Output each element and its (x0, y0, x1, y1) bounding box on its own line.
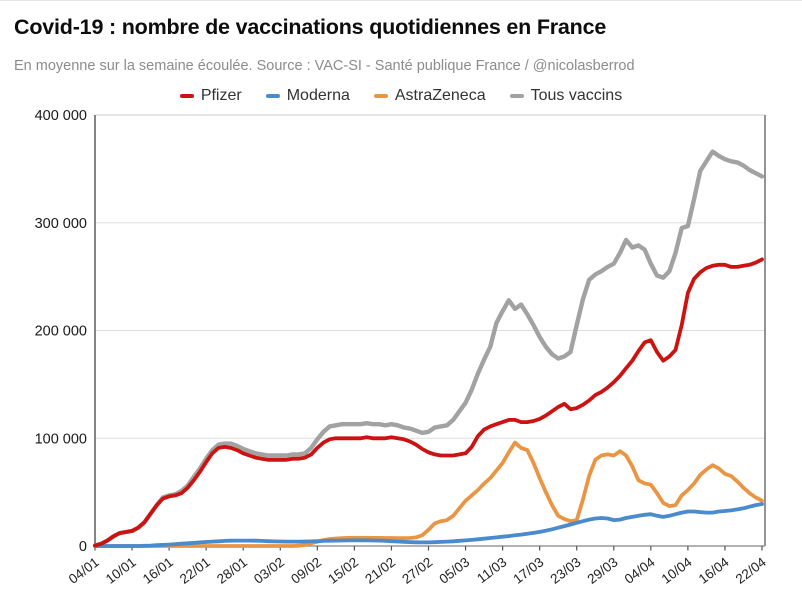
x-tick-label-2: 16/01 (140, 554, 176, 586)
x-tick-label-17: 16/04 (696, 554, 732, 587)
x-tick-label-0: 04/01 (66, 554, 102, 586)
x-tick-label-16: 10/04 (659, 554, 695, 587)
y-tick-label-4: 400 000 (35, 108, 87, 124)
x-tick-label-10: 05/03 (436, 554, 472, 586)
legend-item-tous-vaccins: Tous vaccins (509, 87, 623, 105)
chart-legend: Pfizer Moderna AstraZeneca Tous vaccins (0, 87, 802, 105)
series-line-astrazeneca (93, 440, 764, 548)
legend-item-astrazeneca: AstraZeneca (373, 87, 486, 105)
y-tick-label-1: 100 000 (35, 431, 87, 447)
page-subtitle: En moyenne sur la semaine écoulée. Sourc… (14, 58, 635, 74)
x-tick-label-6: 09/02 (288, 554, 324, 586)
x-tick-label-4: 28/01 (214, 554, 250, 586)
legend-label-tous-vaccins: Tous vaccins (530, 87, 623, 104)
y-tick-label-0: 0 (79, 539, 87, 555)
x-tick-label-13: 23/03 (548, 554, 584, 586)
x-tick-label-3: 22/01 (177, 554, 213, 586)
legend-label-pfizer: Pfizer (200, 87, 242, 104)
series-line-pfizer (93, 257, 764, 548)
x-tick-label-8: 21/02 (362, 554, 398, 586)
x-tick-label-5: 03/02 (251, 554, 287, 586)
legend-dash-tous-vaccins (509, 93, 524, 99)
x-tick-label-15: 04/04 (622, 554, 658, 587)
page-title: Covid-19 : nombre de vaccinations quotid… (14, 15, 607, 39)
y-tick-label-2: 200 000 (35, 324, 87, 340)
x-tick-label-11: 11/03 (474, 554, 509, 586)
x-tick-label-1: 10/01 (103, 554, 139, 586)
legend-item-moderna: Moderna (265, 87, 350, 105)
legend-item-pfizer: Pfizer (179, 87, 242, 105)
legend-label-astrazeneca: AstraZeneca (394, 87, 486, 104)
legend-dash-astrazeneca (373, 93, 388, 99)
y-tick-label-3: 300 000 (35, 216, 87, 232)
series-line-tous-vaccins (92, 149, 765, 548)
x-tick-label-12: 17/03 (510, 554, 546, 586)
legend-dash-pfizer (179, 93, 194, 99)
x-tick-label-9: 27/02 (399, 554, 435, 586)
series-line-moderna (93, 502, 764, 548)
x-tick-label-7: 15/02 (325, 554, 361, 586)
legend-label-moderna: Moderna (286, 87, 350, 104)
legend-dash-moderna (265, 93, 280, 99)
x-tick-label-14: 29/03 (585, 554, 621, 586)
x-tick-label-18: 22/04 (733, 554, 769, 587)
